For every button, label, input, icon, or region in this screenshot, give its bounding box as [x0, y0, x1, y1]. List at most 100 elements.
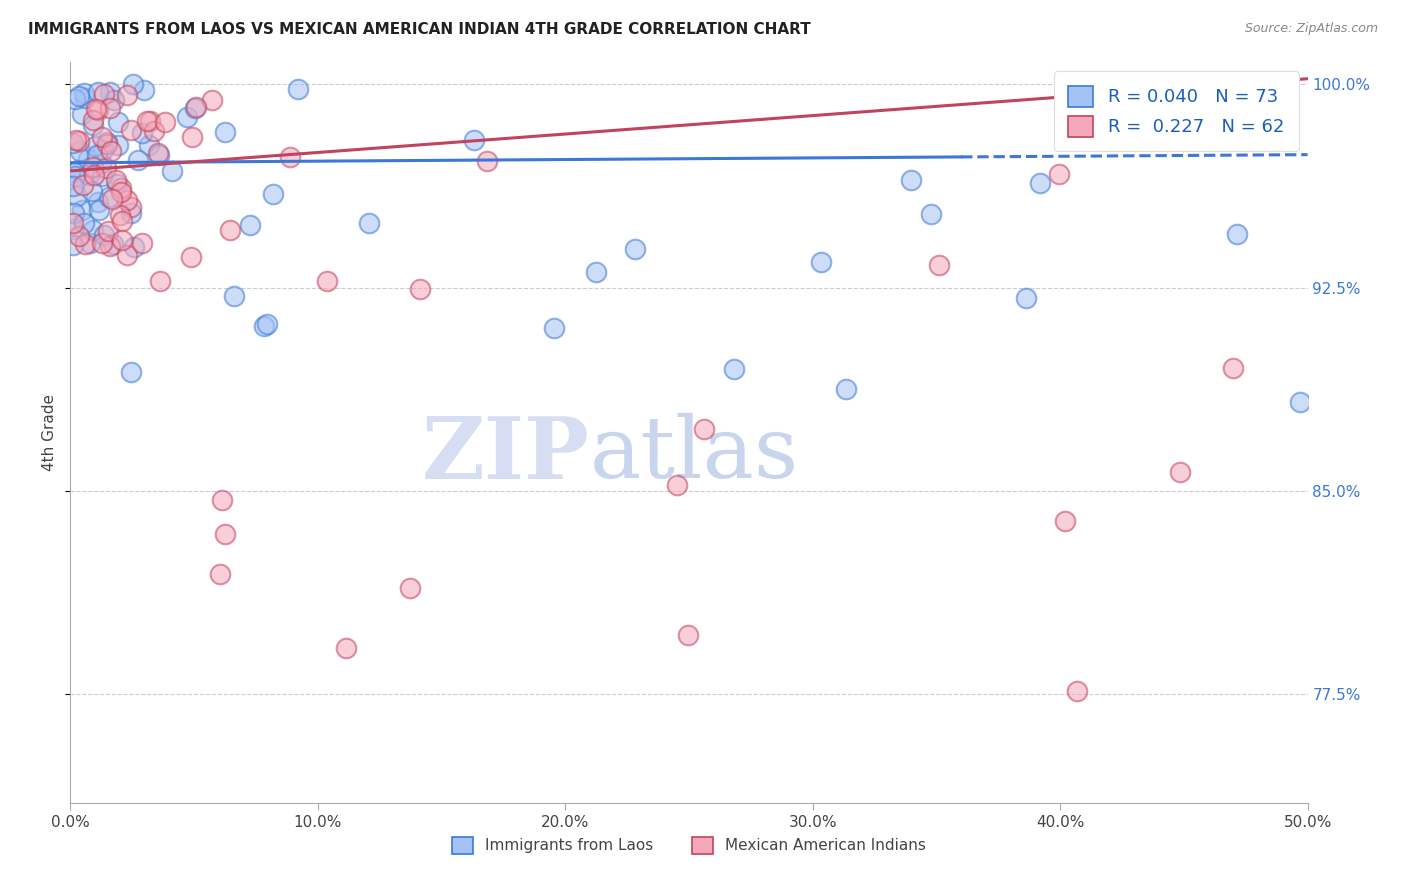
- Point: [101, 237, 124, 252]
- Point: [104, 173, 127, 187]
- Point: [183, 101, 205, 115]
- Point: [67, 229, 90, 244]
- Point: [93, 227, 115, 242]
- Point: [1168, 465, 1191, 479]
- Point: [153, 115, 176, 129]
- Point: [73, 86, 96, 100]
- Point: [86, 148, 108, 162]
- Point: [73, 237, 96, 252]
- Point: [208, 566, 231, 581]
- Point: [115, 87, 138, 102]
- Point: [65, 133, 87, 147]
- Y-axis label: 4th Grade: 4th Grade: [42, 394, 58, 471]
- Point: [148, 148, 170, 162]
- Point: [67, 134, 90, 148]
- Point: [835, 382, 858, 396]
- Point: [335, 640, 357, 655]
- Point: [66, 189, 89, 203]
- Point: [97, 224, 120, 238]
- Point: [149, 274, 172, 288]
- Point: [84, 103, 107, 117]
- Point: [115, 248, 138, 262]
- Point: [122, 239, 145, 253]
- Point: [1029, 176, 1052, 190]
- Point: [62, 165, 84, 179]
- Point: [1047, 168, 1070, 182]
- Point: [136, 114, 159, 128]
- Point: [214, 125, 236, 139]
- Point: [181, 130, 204, 145]
- Point: [82, 223, 104, 237]
- Point: [90, 235, 112, 250]
- Point: [98, 239, 121, 253]
- Point: [900, 173, 922, 187]
- Point: [82, 118, 104, 132]
- Point: [98, 85, 121, 99]
- Point: [176, 110, 198, 124]
- Point: [120, 122, 142, 136]
- Point: [1015, 291, 1038, 305]
- Point: [111, 214, 134, 228]
- Point: [72, 106, 94, 120]
- Point: [262, 187, 284, 202]
- Point: [91, 144, 114, 158]
- Text: Source: ZipAtlas.com: Source: ZipAtlas.com: [1244, 22, 1378, 36]
- Point: [110, 208, 132, 222]
- Point: [148, 146, 170, 161]
- Point: [66, 162, 89, 177]
- Point: [138, 138, 160, 153]
- Point: [107, 115, 129, 129]
- Point: [359, 216, 381, 230]
- Point: [409, 282, 432, 296]
- Point: [316, 274, 339, 288]
- Point: [214, 526, 236, 541]
- Point: [62, 222, 84, 236]
- Point: [142, 124, 165, 138]
- Point: [139, 114, 162, 128]
- Point: [585, 265, 607, 279]
- Point: [120, 206, 142, 220]
- Point: [82, 161, 104, 175]
- Point: [67, 88, 90, 103]
- Point: [62, 216, 84, 230]
- Point: [1226, 227, 1249, 242]
- Point: [101, 193, 124, 207]
- Point: [62, 136, 84, 151]
- Point: [624, 242, 647, 256]
- Point: [219, 223, 242, 237]
- Point: [287, 82, 309, 96]
- Point: [65, 169, 87, 183]
- Point: [399, 581, 422, 595]
- Point: [120, 366, 142, 380]
- Point: [93, 87, 115, 102]
- Point: [256, 317, 278, 331]
- Point: [120, 200, 142, 214]
- Point: [1054, 514, 1077, 528]
- Point: [110, 186, 132, 200]
- Point: [211, 493, 233, 508]
- Text: ZIP: ZIP: [422, 413, 591, 497]
- Point: [86, 103, 108, 118]
- Point: [475, 153, 498, 168]
- Point: [103, 93, 125, 107]
- Point: [63, 206, 86, 220]
- Point: [69, 144, 91, 158]
- Point: [723, 361, 745, 376]
- Text: IMMIGRANTS FROM LAOS VS MEXICAN AMERICAN INDIAN 4TH GRADE CORRELATION CHART: IMMIGRANTS FROM LAOS VS MEXICAN AMERICAN…: [28, 22, 811, 37]
- Point: [62, 237, 84, 252]
- Point: [100, 144, 122, 158]
- Point: [111, 233, 134, 247]
- Point: [73, 90, 96, 104]
- Point: [543, 320, 565, 334]
- Point: [920, 207, 942, 221]
- Point: [278, 150, 301, 164]
- Point: [115, 194, 138, 208]
- Point: [253, 319, 276, 334]
- Point: [90, 156, 112, 170]
- Point: [77, 169, 100, 183]
- Point: [810, 254, 832, 268]
- Point: [463, 133, 485, 147]
- Point: [180, 250, 202, 264]
- Point: [98, 190, 121, 204]
- Legend: Immigrants from Laos, Mexican American Indians: Immigrants from Laos, Mexican American I…: [444, 829, 934, 862]
